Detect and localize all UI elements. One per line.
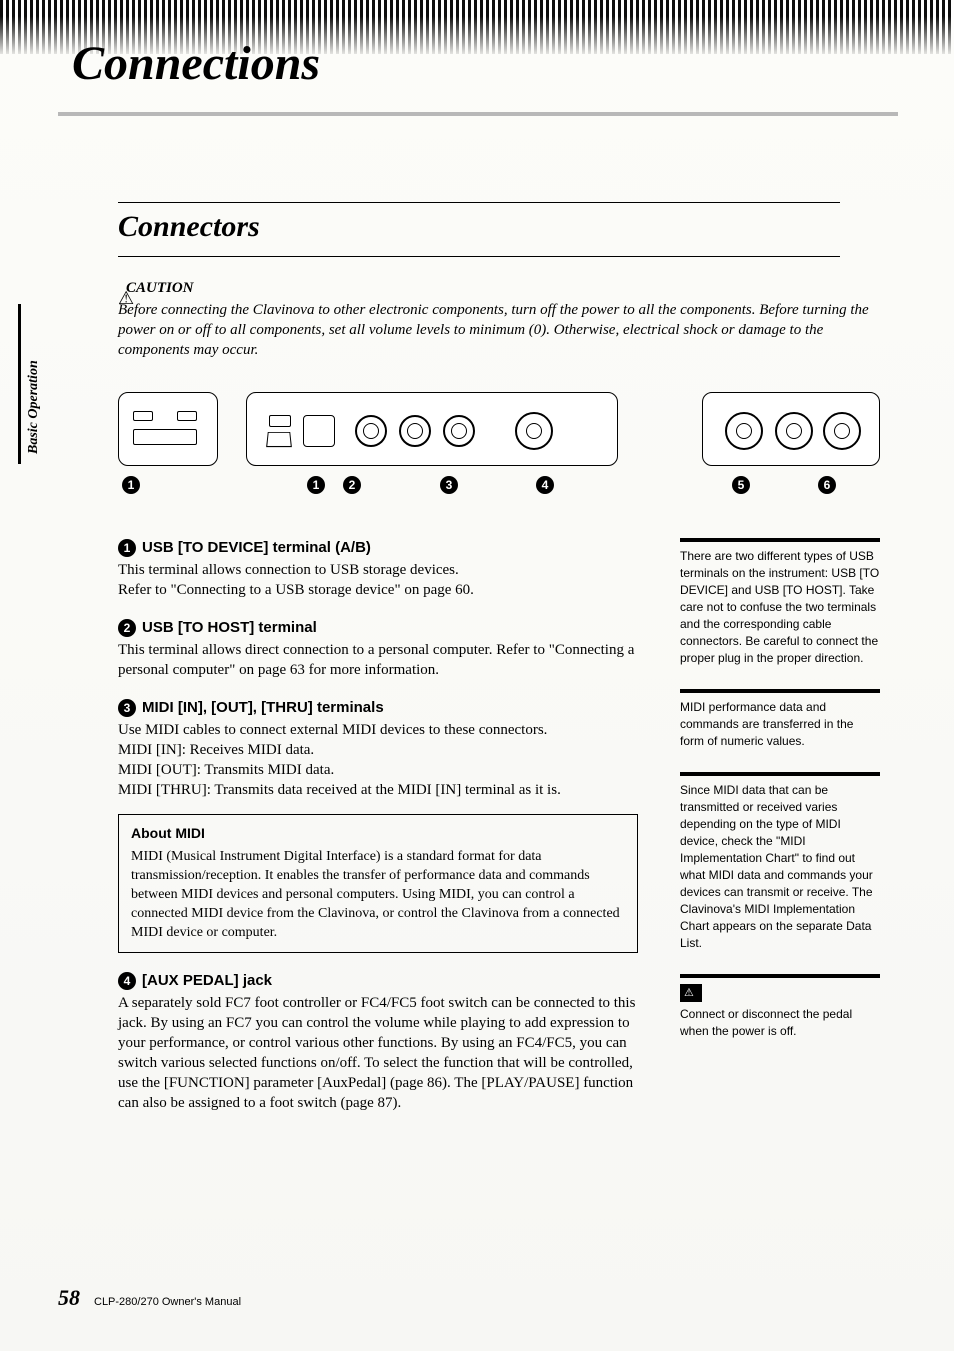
usb-cover bbox=[133, 429, 197, 445]
port-square bbox=[303, 415, 335, 447]
midi-jack-thru bbox=[443, 415, 475, 447]
about-midi-title: About MIDI bbox=[131, 823, 625, 843]
body-4: A separately sold FC7 foot controller or… bbox=[118, 993, 638, 1113]
caution-text: Before connecting the Clavinova to other… bbox=[118, 300, 888, 360]
marker-2: 2 bbox=[343, 476, 361, 494]
marker-1a: 1 bbox=[122, 476, 140, 494]
side-notes: There are two different types of USB ter… bbox=[680, 538, 880, 1062]
marker-6: 6 bbox=[818, 476, 836, 494]
manual-page: Connections Basic Operation Connectors ⚠… bbox=[0, 0, 954, 1351]
marker-1b: 1 bbox=[307, 476, 325, 494]
note-1-text: There are two different types of USB ter… bbox=[680, 549, 879, 665]
heading-3-num: 3 bbox=[118, 699, 136, 717]
side-tab-bar bbox=[18, 304, 21, 464]
marker-4: 4 bbox=[536, 476, 554, 494]
output-jack-r bbox=[775, 412, 813, 450]
aux-pedal-jack bbox=[515, 412, 553, 450]
note-2-text: MIDI performance data and commands are t… bbox=[680, 700, 853, 748]
side-tab: Basic Operation bbox=[18, 304, 52, 464]
heading-3-title: MIDI [IN], [OUT], [THRU] terminals bbox=[142, 698, 384, 718]
body-column: 1 USB [TO DEVICE] terminal (A/B) This te… bbox=[118, 520, 638, 1113]
caution-label: CAUTION bbox=[126, 280, 194, 297]
section-title: Connectors bbox=[118, 210, 260, 244]
note-4-icon: ⚠ bbox=[684, 987, 694, 999]
note-4-text: Connect or disconnect the pedal when the… bbox=[680, 1007, 852, 1038]
note-2: MIDI performance data and commands are t… bbox=[680, 689, 880, 750]
body-1a: This terminal allows connection to USB s… bbox=[118, 560, 638, 580]
body-1b: Refer to "Connecting to a USB storage de… bbox=[118, 580, 638, 600]
page-footer: 58 CLP-280/270 Owner's Manual bbox=[58, 1285, 241, 1311]
heading-4: 4 [AUX PEDAL] jack bbox=[118, 971, 638, 991]
midi-jack-in bbox=[355, 415, 387, 447]
heading-1-title: USB [TO DEVICE] terminal (A/B) bbox=[142, 538, 371, 558]
marker-3: 3 bbox=[440, 476, 458, 494]
usb-slot-host-top bbox=[269, 415, 291, 427]
heading-2: 2 USB [TO HOST] terminal bbox=[118, 618, 638, 638]
usb-slot-b bbox=[177, 411, 197, 421]
panel-marker-row: 1 1 2 3 4 5 6 bbox=[118, 476, 880, 498]
body-3-l2: MIDI [IN]: Receives MIDI data. bbox=[118, 740, 638, 760]
note-3-text: Since MIDI data that can be transmitted … bbox=[680, 783, 873, 950]
heading-3: 3 MIDI [IN], [OUT], [THRU] terminals bbox=[118, 698, 638, 718]
about-midi-box: About MIDI MIDI (Musical Instrument Digi… bbox=[118, 814, 638, 953]
panel-midi-aux bbox=[246, 392, 618, 466]
note-1: There are two different types of USB ter… bbox=[680, 538, 880, 667]
panel-illustration-row bbox=[118, 392, 880, 476]
heading-1-num: 1 bbox=[118, 539, 136, 557]
section-rule-top bbox=[118, 202, 840, 203]
note-4: ⚠ Connect or disconnect the pedal when t… bbox=[680, 974, 880, 1040]
output-jack-l bbox=[725, 412, 763, 450]
caution-heading: ⚠ CAUTION bbox=[118, 280, 194, 297]
midi-jack-out bbox=[399, 415, 431, 447]
body-3-l3: MIDI [OUT]: Transmits MIDI data. bbox=[118, 760, 638, 780]
section-rule-bottom bbox=[118, 256, 840, 257]
title-rule bbox=[58, 112, 898, 116]
body-3-l1: Use MIDI cables to connect external MIDI… bbox=[118, 720, 638, 740]
body-2: This terminal allows direct connection t… bbox=[118, 640, 638, 680]
body-3-l4: MIDI [THRU]: Transmits data received at … bbox=[118, 780, 638, 800]
footer-text: CLP-280/270 Owner's Manual bbox=[94, 1296, 241, 1308]
usb-slot-a bbox=[133, 411, 153, 421]
heading-4-title: [AUX PEDAL] jack bbox=[142, 971, 272, 991]
usb-host-port bbox=[266, 432, 292, 447]
page-number: 58 bbox=[58, 1285, 80, 1311]
heading-2-num: 2 bbox=[118, 619, 136, 637]
heading-2-title: USB [TO HOST] terminal bbox=[142, 618, 317, 638]
about-midi-body: MIDI (Musical Instrument Digital Interfa… bbox=[131, 847, 625, 942]
side-tab-label: Basic Operation bbox=[26, 360, 42, 454]
panel-output bbox=[702, 392, 880, 466]
output-jack-stereo bbox=[823, 412, 861, 450]
heading-1: 1 USB [TO DEVICE] terminal (A/B) bbox=[118, 538, 638, 558]
heading-4-num: 4 bbox=[118, 972, 136, 990]
panel-usb-device bbox=[118, 392, 218, 466]
page-title: Connections bbox=[72, 36, 320, 91]
note-3: Since MIDI data that can be transmitted … bbox=[680, 772, 880, 952]
marker-5: 5 bbox=[732, 476, 750, 494]
